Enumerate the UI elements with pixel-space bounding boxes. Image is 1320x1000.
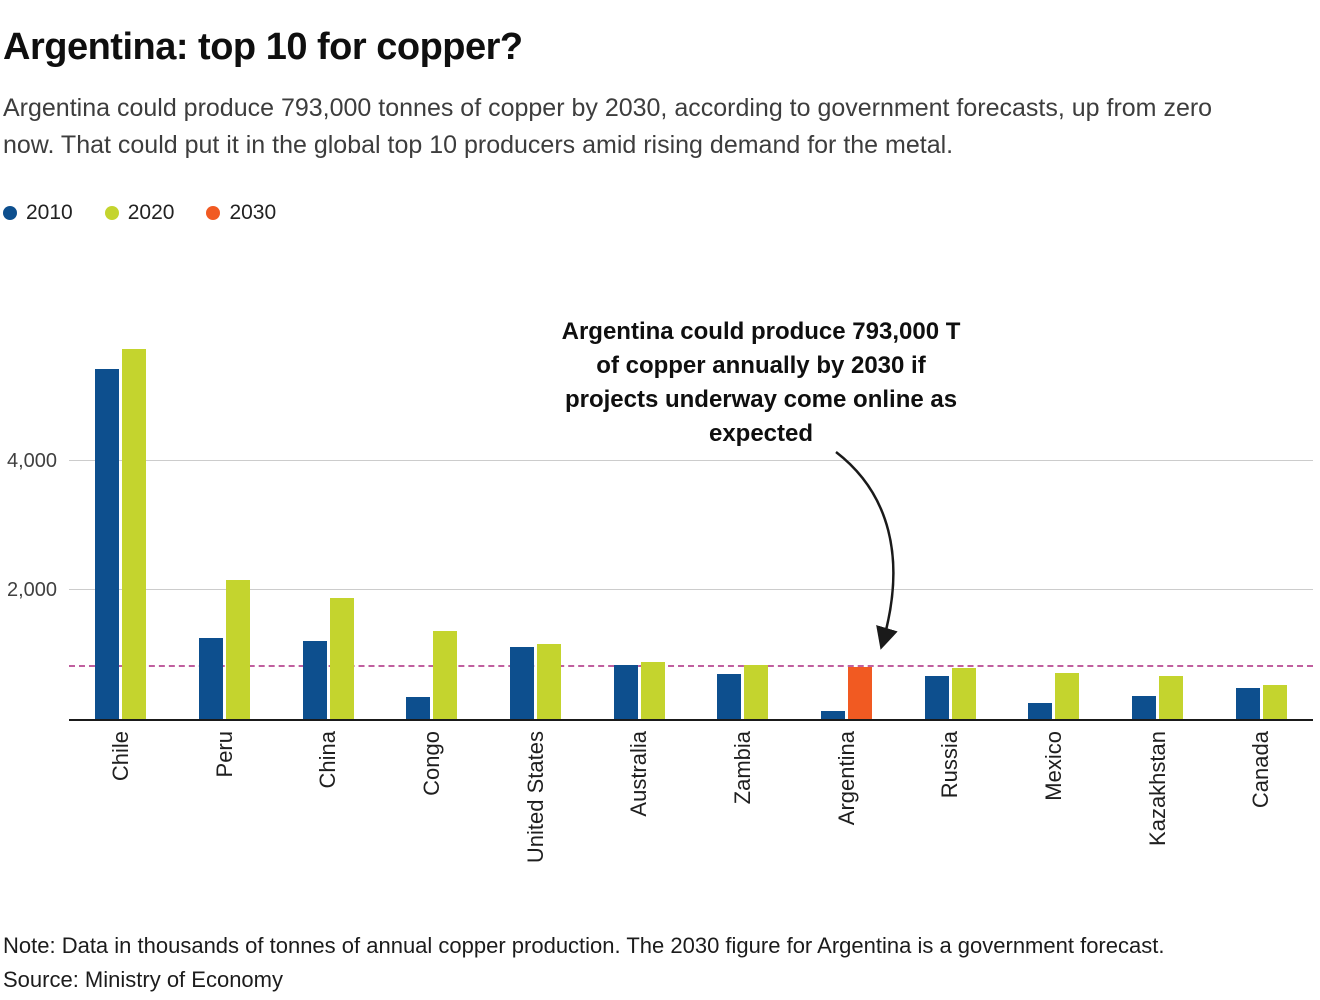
x-label-mexico: Mexico bbox=[1040, 730, 1066, 801]
bar-mexico-2020 bbox=[1055, 673, 1080, 719]
chart-area: 2,000 4,000 Chile Peru China Congo United Sta… bbox=[3, 297, 1320, 901]
x-label-cell-china: China bbox=[276, 731, 380, 788]
annotation-line-2: of copper annually by 2030 if bbox=[596, 351, 926, 379]
forecast-annotation: Argentina could produce 793,000 T of cop… bbox=[521, 315, 1001, 451]
bar-argentina-2010 bbox=[821, 710, 846, 719]
x-axis-labels: Chile Peru China Congo United States Australi… bbox=[69, 731, 1313, 901]
bar-congo-2010 bbox=[406, 697, 431, 719]
footer-source: Source: Ministry of Economy bbox=[3, 966, 283, 992]
legend-dot-2010 bbox=[3, 205, 17, 220]
annotation-line-1: Argentina could produce 793,000 T bbox=[561, 317, 961, 345]
bar-canada-2020 bbox=[1262, 684, 1287, 719]
chart-title: Argentina: top 10 for copper? bbox=[3, 26, 523, 68]
bar-argentina-2030 bbox=[848, 667, 873, 719]
forecast-reference-line bbox=[69, 665, 1313, 668]
x-label-canada: Canada bbox=[1248, 730, 1274, 808]
bar-chile-2010 bbox=[95, 368, 120, 719]
legend-item-2030: 2030 bbox=[206, 201, 276, 225]
x-label-cell-united-states: United States bbox=[484, 731, 588, 863]
bar-group-russia bbox=[898, 297, 1002, 719]
legend-dot-2030 bbox=[206, 205, 221, 220]
bar-group-congo bbox=[380, 297, 484, 719]
bar-china-2010 bbox=[302, 641, 327, 719]
bar-zambia-2020 bbox=[744, 664, 769, 719]
plot-area bbox=[69, 297, 1313, 721]
gridline-2000 bbox=[69, 588, 1313, 590]
x-label-argentina: Argentina bbox=[833, 730, 859, 825]
bar-canada-2010 bbox=[1235, 688, 1260, 719]
footer-note: Note: Data in thousands of tonnes of ann… bbox=[3, 932, 1165, 958]
gridline-4000 bbox=[69, 459, 1313, 461]
x-label-china: China bbox=[315, 730, 341, 788]
x-label-kazakhstan: Kazakhstan bbox=[1144, 730, 1170, 846]
chart-subtitle: Argentina could produce 793,000 tonnes o… bbox=[3, 93, 1213, 160]
bar-group-kazakhstan bbox=[1106, 297, 1210, 719]
bar-kazakhstan-2010 bbox=[1132, 695, 1157, 719]
bar-group-canada bbox=[1209, 297, 1313, 719]
bar-china-2020 bbox=[329, 597, 354, 719]
bar-group-australia bbox=[587, 297, 691, 719]
x-label-chile: Chile bbox=[107, 730, 133, 781]
legend-label: 2030 bbox=[229, 200, 277, 224]
x-label-cell-mexico: Mexico bbox=[1002, 731, 1106, 801]
legend-label: 2010 bbox=[26, 200, 73, 224]
bar-group-china bbox=[276, 297, 380, 719]
bar-group-chile bbox=[69, 297, 173, 719]
bars-layer bbox=[69, 297, 1313, 719]
bar-peru-2020 bbox=[226, 579, 250, 719]
x-label-russia: Russia bbox=[937, 730, 963, 798]
x-label-united-states: United States bbox=[522, 730, 548, 863]
annotation-line-4: expected bbox=[708, 419, 814, 447]
legend-label: 2020 bbox=[127, 200, 175, 224]
x-label-cell-argentina: Argentina bbox=[795, 731, 899, 825]
bar-chile-2020 bbox=[122, 348, 147, 719]
bar-russia-2010 bbox=[924, 675, 949, 719]
x-label-cell-kazakhstan: Kazakhstan bbox=[1106, 731, 1210, 846]
x-label-zambia: Zambia bbox=[729, 730, 755, 804]
bar-united-states-2020 bbox=[537, 643, 562, 719]
x-label-congo: Congo bbox=[418, 730, 444, 796]
bar-russia-2020 bbox=[951, 668, 976, 719]
bar-congo-2020 bbox=[433, 630, 458, 719]
x-label-cell-zambia: Zambia bbox=[691, 731, 795, 804]
y-axis-tick-2000: 2,000 bbox=[7, 578, 58, 601]
bar-australia-2020 bbox=[640, 662, 665, 719]
bar-group-argentina bbox=[795, 297, 899, 719]
bar-kazakhstan-2020 bbox=[1159, 675, 1184, 719]
bar-group-mexico bbox=[1002, 297, 1106, 719]
bar-group-peru bbox=[173, 297, 277, 719]
footer: Note: Data in thousands of tonnes of ann… bbox=[3, 929, 1320, 997]
bar-group-united-states bbox=[484, 297, 588, 719]
bar-united-states-2010 bbox=[510, 646, 535, 719]
x-label-cell-russia: Russia bbox=[898, 731, 1002, 798]
x-label-peru: Peru bbox=[211, 730, 237, 777]
bar-mexico-2010 bbox=[1028, 703, 1053, 719]
y-axis-tick-4000: 4,000 bbox=[7, 449, 58, 472]
legend: 2010 2020 2030 bbox=[3, 201, 1320, 225]
x-label-cell-canada: Canada bbox=[1209, 731, 1313, 808]
x-label-australia: Australia bbox=[626, 730, 652, 817]
x-label-cell-chile: Chile bbox=[69, 731, 173, 781]
legend-item-2010: 2010 bbox=[3, 201, 73, 225]
x-label-cell-peru: Peru bbox=[173, 731, 277, 777]
x-label-cell-australia: Australia bbox=[587, 731, 691, 817]
legend-item-2020: 2020 bbox=[104, 200, 175, 225]
bar-zambia-2010 bbox=[717, 674, 742, 719]
bar-australia-2010 bbox=[613, 664, 638, 719]
x-label-cell-congo: Congo bbox=[380, 731, 484, 796]
legend-dot-2020 bbox=[104, 205, 119, 220]
annotation-line-3: projects underway come online as bbox=[564, 385, 958, 413]
bar-group-zambia bbox=[691, 297, 795, 719]
bar-peru-2010 bbox=[199, 637, 223, 719]
